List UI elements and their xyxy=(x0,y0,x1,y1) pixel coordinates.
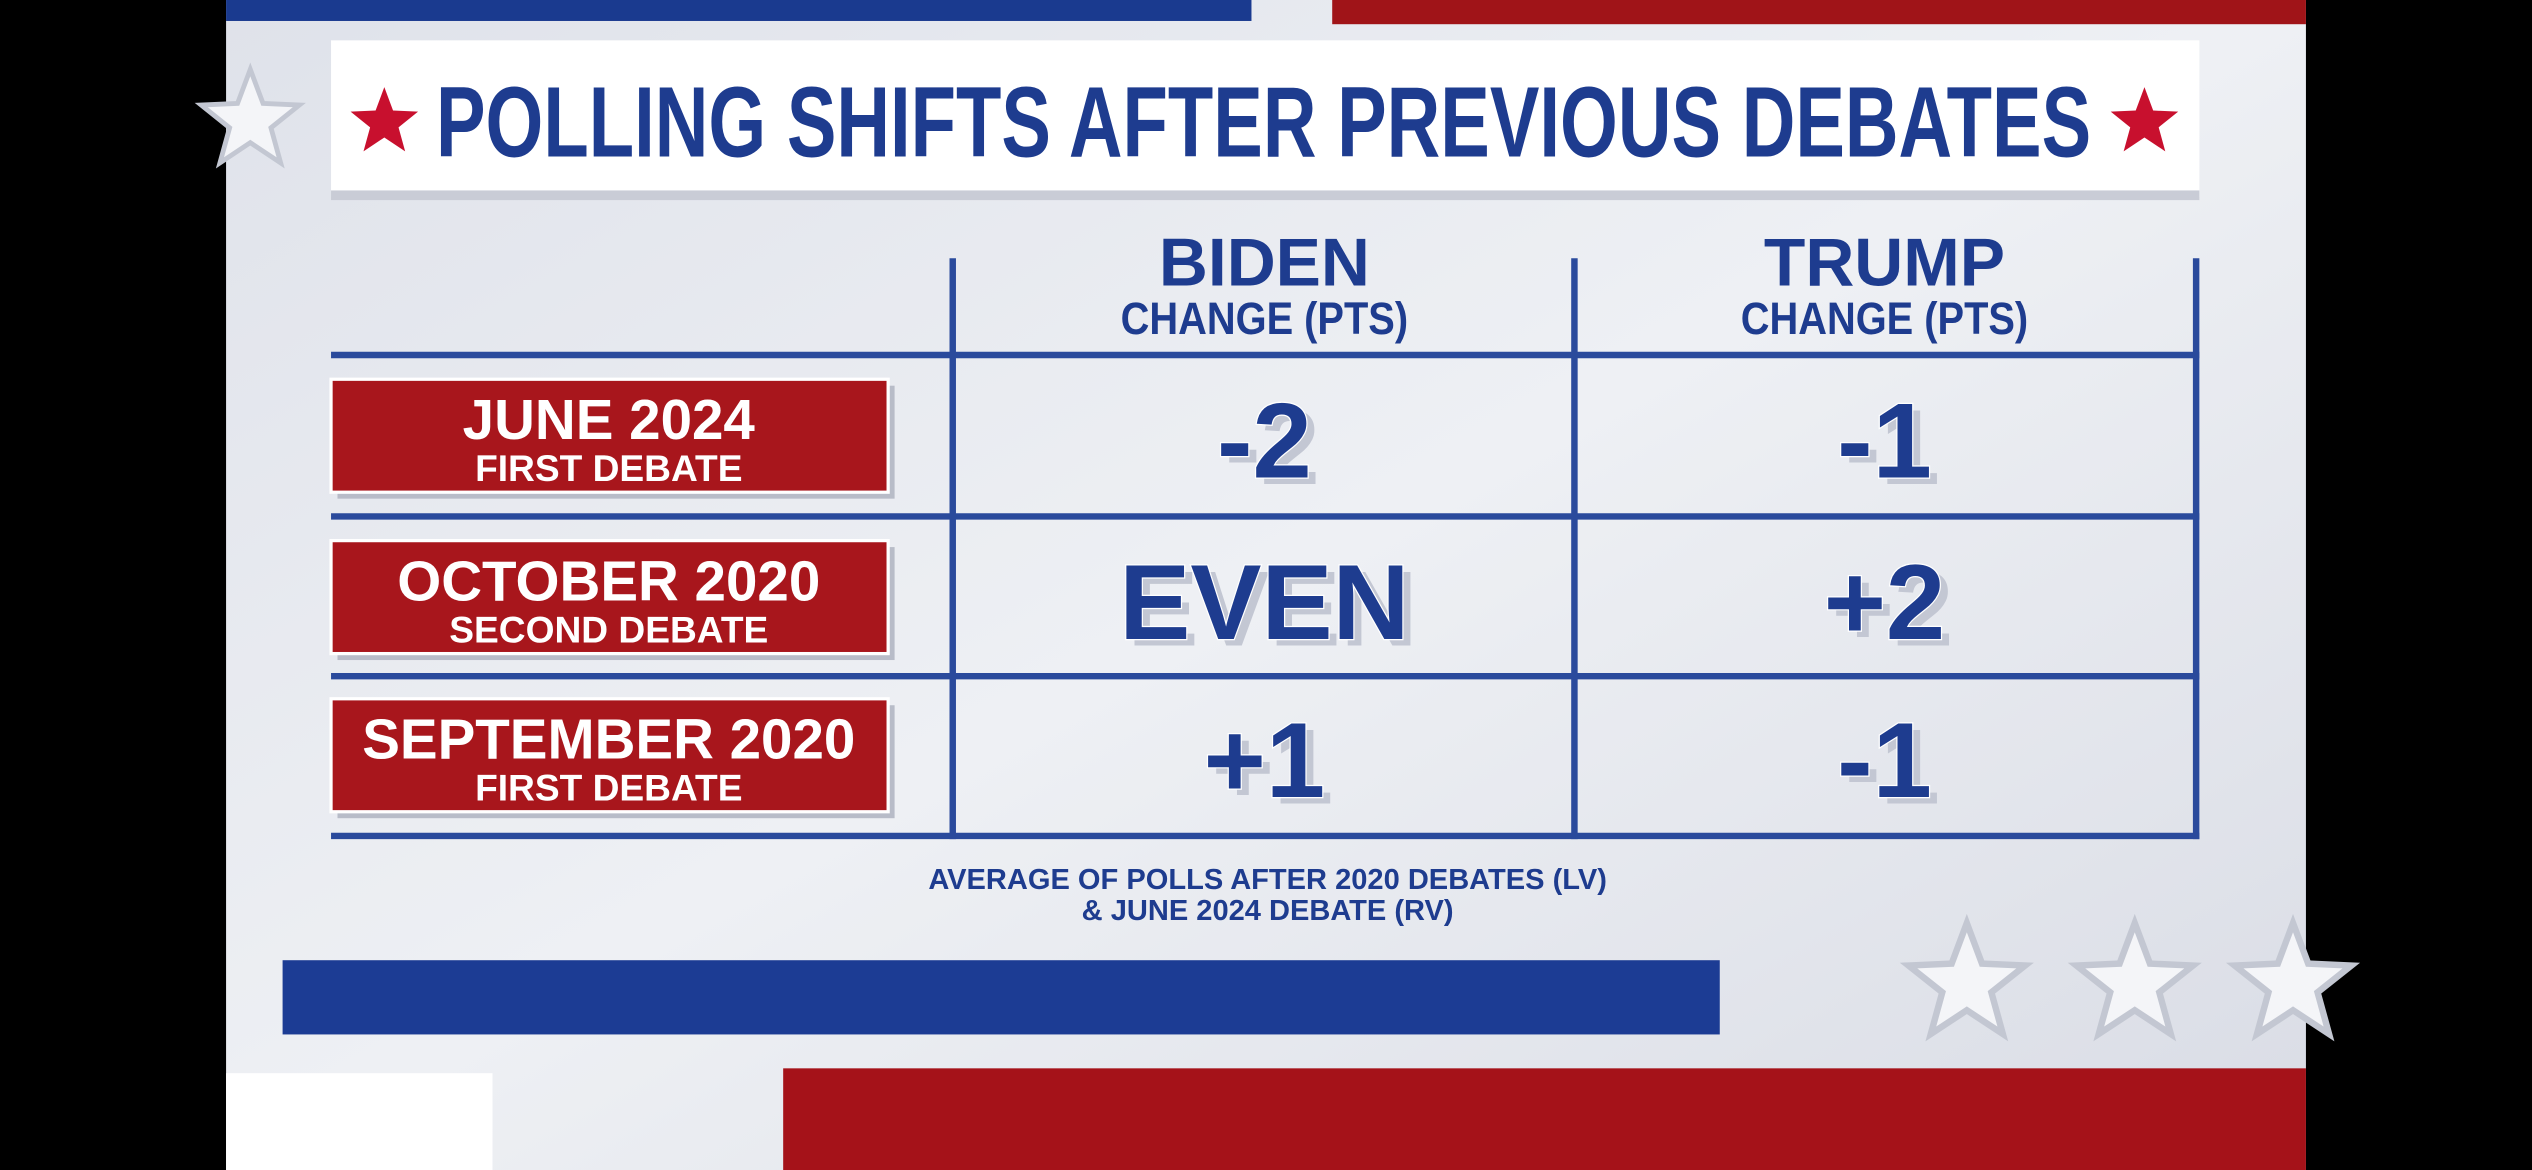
cell-value-shadow: -2 xyxy=(1225,388,1320,507)
cell-value-shadow: EVEN xyxy=(1127,550,1417,669)
cell-value: -1 xyxy=(1837,382,1932,501)
graphic: POLLING SHIFTS AFTER PREVIOUS DEBATES BI… xyxy=(194,0,2361,1170)
footnote: AVERAGE OF POLLS AFTER 2020 DEBATES (LV) xyxy=(928,864,1607,896)
row-date: JUNE 2024 xyxy=(463,388,756,451)
cell-value: EVEN xyxy=(1119,543,1409,662)
cell-value: +1 xyxy=(1204,701,1326,820)
column-header: TRUMP xyxy=(1764,226,2005,301)
title-box-shadow xyxy=(331,190,2200,201)
cell-value-shadow: +1 xyxy=(1212,708,1334,827)
row-date: SEPTEMBER 2020 xyxy=(362,708,855,771)
title-star xyxy=(2110,87,2179,152)
cell-value-shadow: -1 xyxy=(1845,388,1940,507)
row-date: OCTOBER 2020 xyxy=(397,549,820,612)
row-debate: FIRST DEBATE xyxy=(475,766,742,808)
background-star xyxy=(1899,913,2034,1042)
row-label-box xyxy=(329,539,890,656)
column-header: BIDEN xyxy=(1159,226,1370,301)
background-star xyxy=(2067,913,2202,1042)
top-red-bar xyxy=(1332,0,2306,25)
top-blue-bar xyxy=(226,0,1252,21)
cell-value-shadow: +2 xyxy=(1832,550,1954,669)
footnote: & JUNE 2024 DEBATE (RV) xyxy=(1082,895,1454,927)
row-debate: SECOND DEBATE xyxy=(449,608,768,650)
title-star xyxy=(350,87,419,152)
row-label-box xyxy=(329,697,890,814)
row-debate: FIRST DEBATE xyxy=(475,447,742,489)
cell-value-shadow: -1 xyxy=(1845,708,1940,827)
title: POLLING SHIFTS AFTER PREVIOUS DEBATES xyxy=(436,67,2091,179)
title-box xyxy=(331,40,2200,197)
row-label-box xyxy=(329,377,890,494)
bottom-red-bar xyxy=(783,1068,2306,1170)
bottom-blue-bar xyxy=(282,960,1720,1035)
column-subtitle: CHANGE (PTS) xyxy=(1121,293,1408,344)
background-star xyxy=(194,62,306,169)
cell-value: +2 xyxy=(1824,543,1946,662)
bottom-white-block xyxy=(226,1073,493,1170)
cell-value: -1 xyxy=(1837,701,1932,820)
column-subtitle: CHANGE (PTS) xyxy=(1741,293,2028,344)
background-star xyxy=(2225,913,2361,1042)
cell-value: -2 xyxy=(1217,382,1312,501)
